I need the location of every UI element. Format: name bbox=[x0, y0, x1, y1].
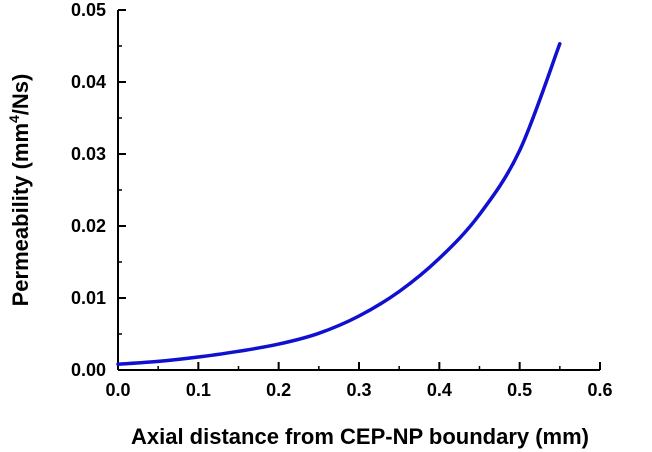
x-tick-label: 0.5 bbox=[507, 380, 532, 400]
x-tick-label: 0.0 bbox=[105, 380, 130, 400]
series-group bbox=[116, 42, 562, 366]
y-tick-label: 0.02 bbox=[71, 216, 106, 236]
y-axis-title-suffix: /Ns) bbox=[8, 74, 33, 116]
ticks bbox=[117, 9, 601, 371]
x-axis-title: Axial distance from CEP-NP boundary (mm) bbox=[131, 424, 589, 449]
y-tick-label: 0.01 bbox=[71, 288, 106, 308]
y-axis-title-superscript: 4 bbox=[6, 115, 22, 123]
x-tick-label: 0.6 bbox=[587, 380, 612, 400]
x-tick-label: 0.4 bbox=[427, 380, 452, 400]
series-line bbox=[116, 42, 562, 366]
x-tick-label: 0.2 bbox=[266, 380, 291, 400]
x-tick-label: 0.3 bbox=[346, 380, 371, 400]
y-tick-label: 0.05 bbox=[71, 0, 106, 20]
tick-labels: 0.0 0.1 0.2 0.3 0.4 0.5 0.6 0.00 0.01 0.02 0.03 0.0… bbox=[71, 0, 613, 400]
y-tick-label: 0.03 bbox=[71, 144, 106, 164]
x-tick-label: 0.1 bbox=[186, 380, 211, 400]
y-tick-label: 0.04 bbox=[71, 72, 106, 92]
y-axis-title-prefix: Permeability (mm bbox=[8, 123, 33, 306]
y-axis-title: Permeability (mm4/Ns) bbox=[6, 74, 33, 307]
y-tick-label: 0.00 bbox=[71, 360, 106, 380]
